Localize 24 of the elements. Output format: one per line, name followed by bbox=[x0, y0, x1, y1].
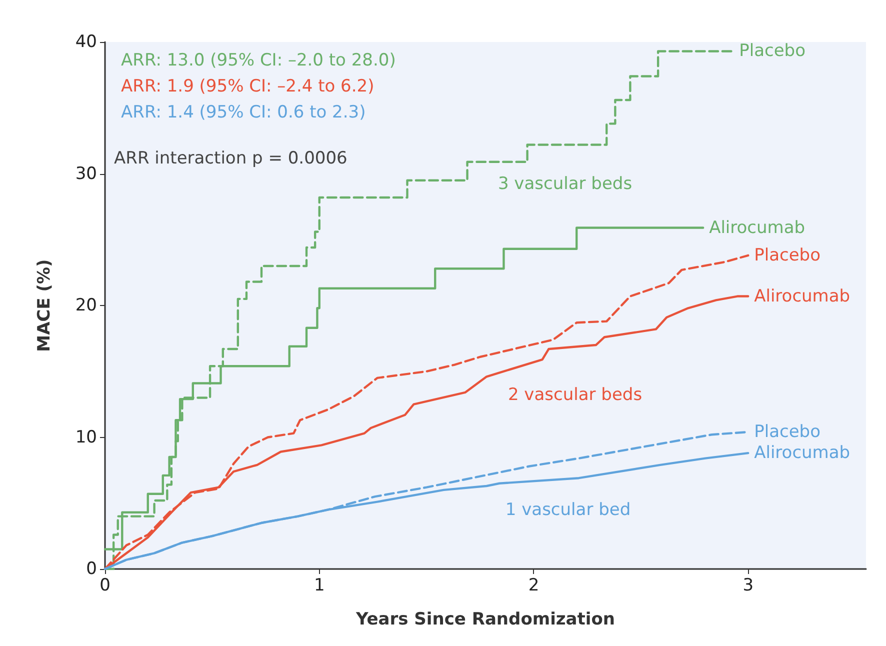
annotation: ARR: 1.4 (95% CI: 0.6 to 2.3) bbox=[121, 102, 366, 122]
annotation: 2 vascular beds bbox=[508, 385, 642, 405]
annotation: 3 vascular beds bbox=[498, 174, 632, 194]
annotation: 1 vascular bed bbox=[505, 500, 631, 520]
annotation: ARR interaction p = 0.0006 bbox=[114, 148, 348, 168]
x-axis-title: Years Since Randomization bbox=[354, 610, 616, 630]
y-tick-label: 10 bbox=[75, 427, 97, 448]
series-label: Placebo bbox=[754, 422, 820, 442]
y-tick-label: 0 bbox=[86, 559, 97, 579]
y-tick-label: 30 bbox=[75, 164, 97, 184]
y-axis-title: MACE (%) bbox=[34, 259, 54, 352]
annotation: ARR: 1.9 (95% CI: –2.4 to 6.2) bbox=[121, 76, 374, 96]
series-label: Alirocumab bbox=[754, 443, 850, 464]
y-tick-label: 20 bbox=[75, 296, 97, 316]
series-label: Alirocumab bbox=[754, 286, 850, 306]
x-tick-label: 1 bbox=[314, 576, 325, 596]
series-label: Placebo bbox=[739, 41, 806, 62]
series-label: Alirocumab bbox=[709, 218, 806, 238]
y-tick-label: 40 bbox=[75, 32, 97, 52]
x-tick-label: 3 bbox=[742, 576, 754, 596]
series-label: Placebo bbox=[754, 245, 820, 266]
x-tick-label: 0 bbox=[100, 576, 110, 596]
annotation: ARR: 13.0 (95% CI: –2.0 to 28.0) bbox=[121, 50, 396, 70]
x-tick-label: 2 bbox=[528, 576, 540, 596]
